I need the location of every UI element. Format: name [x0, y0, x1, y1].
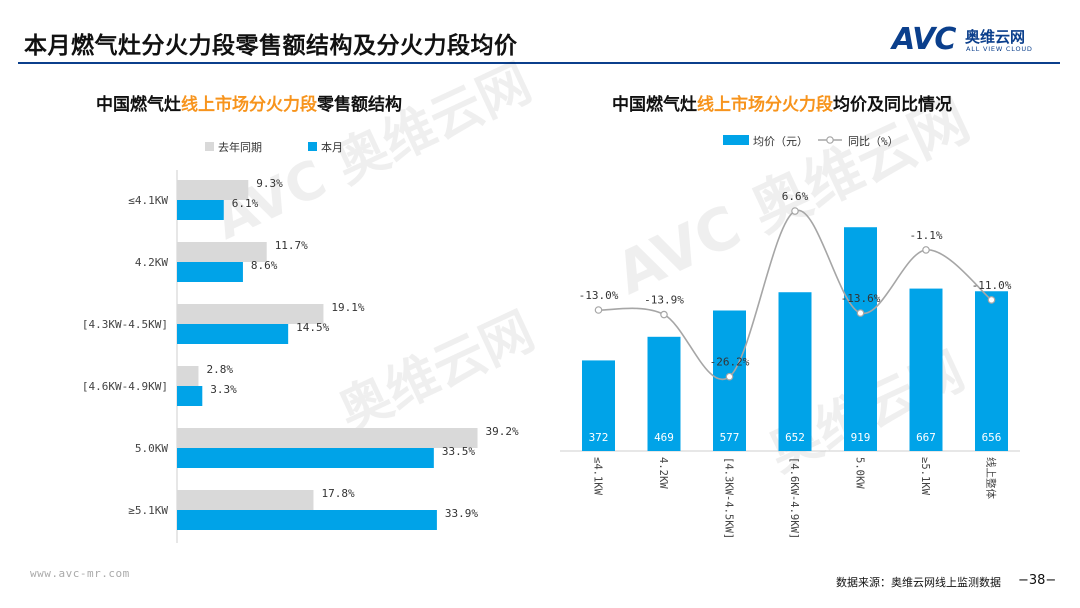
left-chart-subtitle: 中国燃气灶线上市场分火力段零售额结构 — [96, 95, 402, 115]
bar-price — [778, 292, 812, 451]
data-label: 6.1% — [232, 197, 259, 210]
legend-label-last-year: 去年同期 — [218, 140, 262, 154]
data-label: 33.9% — [445, 507, 478, 520]
yoy-label: -11.0% — [972, 279, 1012, 292]
bar-value-label: 469 — [654, 431, 674, 444]
yoy-label: -26.2% — [710, 356, 750, 369]
logo-en-text: ALL VIEW CLOUD — [966, 45, 1033, 53]
data-label: 17.8% — [321, 487, 354, 500]
data-source: 数据来源：奥维云网线上监测数据 — [836, 576, 1001, 589]
legend-label-yoy: 同比（%） — [848, 135, 899, 148]
category-label: 5.0KW — [135, 442, 168, 455]
legend-marker-yoy — [826, 136, 834, 144]
yoy-label: -13.6% — [841, 292, 881, 305]
data-label: 3.3% — [210, 383, 237, 396]
share-bar-chart: 去年同期 本月 ≤4.1KW 9.3% 6.1% 4.2KW 11.7% 8.6% [4.3… — [82, 140, 519, 543]
yoy-point — [922, 246, 930, 254]
bar-last-year — [177, 490, 314, 510]
data-label: 11.7% — [275, 239, 308, 252]
bar-price — [647, 336, 681, 451]
bar-last-year — [177, 428, 478, 448]
category-label: ≥5.1KW — [919, 457, 931, 496]
bar-this-month — [177, 448, 434, 468]
bar-this-month — [177, 386, 203, 406]
bar-this-month — [177, 262, 243, 282]
yoy-label: -13.0% — [579, 289, 619, 302]
bar-last-year — [177, 242, 267, 262]
yoy-label: 6.6% — [782, 190, 809, 203]
category-label: ≤4.1KW — [592, 457, 604, 496]
bar-this-month — [177, 324, 289, 344]
yoy-point — [791, 207, 799, 215]
bar-last-year — [177, 180, 249, 200]
bar-price — [582, 360, 615, 451]
category-label: 5.0KW — [854, 457, 866, 489]
bar-value-label: 577 — [720, 431, 740, 444]
category-label: [4.6KW-4.9KW] — [82, 380, 168, 393]
brand-logo: AVC 奥维云网 ALL VIEW CLOUD — [892, 22, 1062, 60]
legend-swatch-price — [723, 135, 749, 145]
yoy-point — [660, 310, 668, 319]
category-label: 4.2KW — [135, 256, 168, 269]
bar-last-year — [177, 366, 199, 386]
price-combo-chart: 均价（元） 同比（%） 372 ≤4.1KW 469 4.2KW 577 [4.3KW-4… — [560, 135, 1020, 539]
bar-last-year — [177, 304, 324, 324]
website-url: www.avc-mr.com — [30, 567, 130, 580]
bar-this-month — [177, 510, 437, 530]
bar-price — [844, 227, 877, 451]
legend-label-this-month: 本月 — [321, 140, 343, 154]
logo-cn-text: 奥维云网 — [965, 28, 1026, 46]
category-label: [4.3KW-4.5KW] — [82, 318, 168, 331]
category-label: 线上整体 — [985, 457, 998, 499]
category-label: [4.6KW-4.9KW] — [788, 457, 800, 539]
data-label: 9.3% — [256, 177, 283, 190]
yoy-point — [987, 296, 996, 304]
yoy-label: -13.9% — [644, 294, 684, 307]
yoy-point — [856, 309, 865, 317]
legend-label-price: 均价（元） — [753, 135, 808, 148]
legend-swatch-last-year — [205, 142, 214, 151]
bar-value-label: 652 — [785, 431, 805, 444]
bar-value-label: 667 — [916, 431, 936, 444]
yoy-label: -1.1% — [909, 229, 942, 242]
data-label: 14.5% — [296, 321, 329, 334]
category-label: 4.2KW — [657, 457, 669, 489]
legend-swatch-this-month — [308, 142, 317, 151]
page-number: −38− — [1018, 573, 1057, 588]
bar-value-label: 656 — [982, 431, 1002, 444]
bar-price — [975, 291, 1008, 451]
yoy-point — [725, 372, 734, 381]
logo-mark: AVC — [892, 22, 956, 57]
page-title: 本月燃气灶分火力段零售额结构及分火力段均价 — [24, 33, 518, 59]
data-label: 39.2% — [486, 425, 519, 438]
category-label: ≤4.1KW — [128, 194, 168, 207]
right-chart-subtitle: 中国燃气灶线上市场分火力段均价及同比情况 — [612, 95, 952, 115]
bar-value-label: 919 — [851, 431, 871, 444]
data-label: 2.8% — [206, 363, 233, 376]
category-label: [4.3KW-4.5KW] — [723, 457, 735, 539]
bar-this-month — [177, 200, 224, 220]
bar-price — [713, 310, 746, 451]
category-label: ≥5.1KW — [128, 504, 168, 517]
bar-price — [909, 288, 943, 451]
title-divider — [18, 62, 1060, 64]
data-label: 8.6% — [251, 259, 278, 272]
data-label: 19.1% — [331, 301, 364, 314]
yoy-point — [594, 306, 603, 314]
data-label: 33.5% — [442, 445, 475, 458]
bar-value-label: 372 — [589, 431, 609, 444]
